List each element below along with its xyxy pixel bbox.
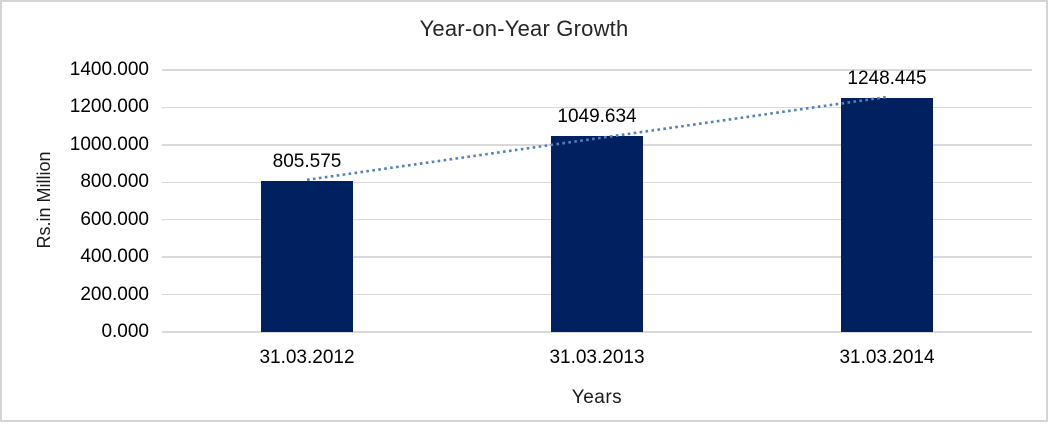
y-tick-label: 0.000 bbox=[101, 321, 149, 342]
bar bbox=[841, 98, 933, 332]
gridline bbox=[162, 331, 1032, 333]
bar-value-label: 1049.634 bbox=[557, 105, 637, 127]
bar bbox=[551, 135, 643, 332]
x-tick-label: 31.03.2012 bbox=[259, 347, 355, 368]
y-axis-title: Rs.in Million bbox=[34, 151, 54, 249]
x-tick-label: 31.03.2014 bbox=[839, 347, 935, 368]
bar bbox=[261, 181, 353, 332]
y-tick-label: 1200.000 bbox=[69, 96, 149, 118]
y-tick-label: 600.000 bbox=[80, 208, 149, 230]
chart-title: Year-on-Year Growth bbox=[419, 16, 629, 41]
y-tick-label: 200.000 bbox=[80, 283, 149, 305]
gridline bbox=[162, 69, 1032, 71]
bar-value-label: 1248.445 bbox=[847, 68, 927, 90]
chart-frame: Year-on-Year Growth Rs.in Million Years … bbox=[0, 0, 1048, 422]
y-tick-label: 1000.000 bbox=[69, 133, 149, 155]
y-tick-label: 800.000 bbox=[80, 171, 149, 193]
bar-value-label: 805.575 bbox=[272, 151, 342, 173]
y-tick-label: 1400.000 bbox=[69, 59, 149, 80]
y-tick-label: 400.000 bbox=[80, 246, 149, 268]
x-tick-label: 31.03.2013 bbox=[549, 347, 645, 368]
x-axis-title: Years bbox=[571, 387, 623, 408]
